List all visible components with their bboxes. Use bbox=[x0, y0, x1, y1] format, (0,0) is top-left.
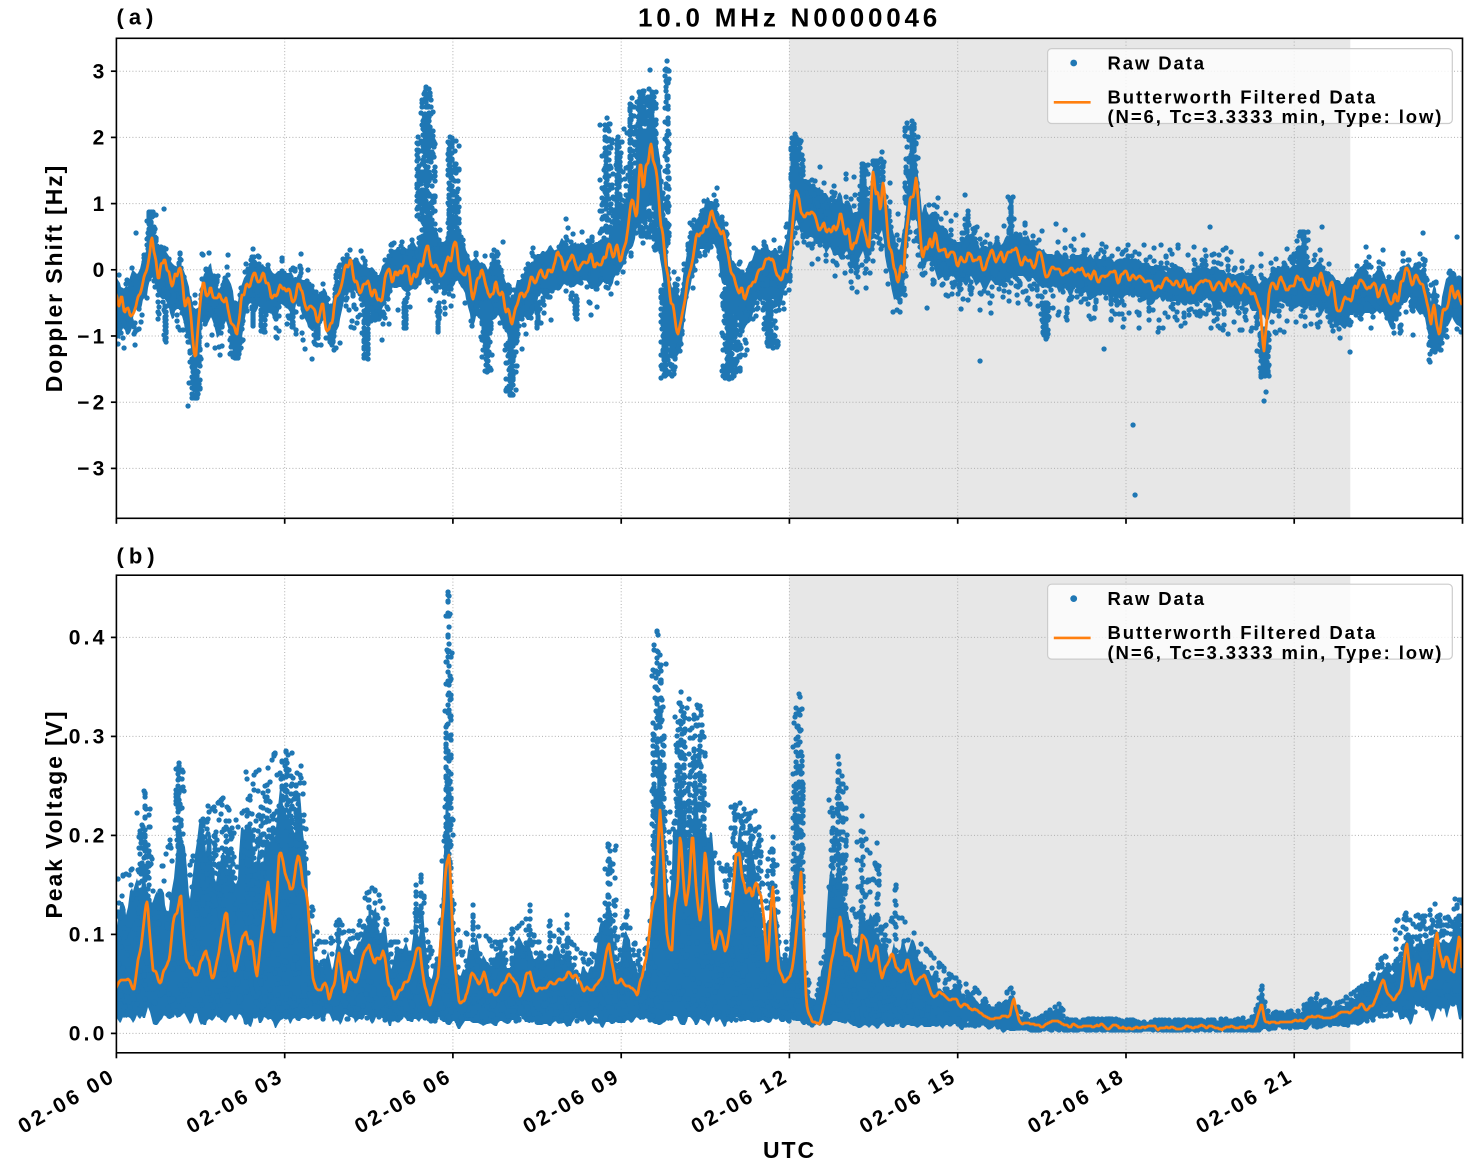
svg-text:Butterworth Filtered Data: Butterworth Filtered Data bbox=[1108, 86, 1378, 107]
svg-text:3: 3 bbox=[93, 61, 108, 84]
svg-text:Raw Data: Raw Data bbox=[1108, 588, 1206, 609]
svg-text:0.3: 0.3 bbox=[69, 726, 108, 749]
svg-text:1: 1 bbox=[93, 193, 108, 216]
svg-text:0.2: 0.2 bbox=[69, 825, 108, 848]
svg-text:−1: −1 bbox=[77, 325, 107, 348]
svg-text:(N=6, Tc=3.3333 min, Type: low: (N=6, Tc=3.3333 min, Type: low) bbox=[1108, 106, 1444, 127]
svg-text:−2: −2 bbox=[77, 392, 107, 415]
svg-text:Peak Voltage [V]: Peak Voltage [V] bbox=[41, 710, 67, 919]
svg-text:0: 0 bbox=[93, 259, 108, 282]
svg-text:2: 2 bbox=[93, 127, 108, 150]
svg-text:(a): (a) bbox=[117, 5, 159, 30]
svg-text:0.0: 0.0 bbox=[69, 1023, 108, 1046]
svg-text:0.1: 0.1 bbox=[69, 924, 108, 947]
svg-text:(b): (b) bbox=[117, 544, 160, 569]
svg-text:Doppler Shift [Hz]: Doppler Shift [Hz] bbox=[41, 164, 67, 392]
svg-text:10.0 MHz N0000046: 10.0 MHz N0000046 bbox=[638, 3, 941, 33]
svg-text:Raw Data: Raw Data bbox=[1108, 53, 1206, 74]
svg-text:−3: −3 bbox=[77, 458, 107, 481]
svg-text:(N=6, Tc=3.3333 min, Type: low: (N=6, Tc=3.3333 min, Type: low) bbox=[1108, 642, 1444, 663]
svg-text:UTC: UTC bbox=[763, 1137, 816, 1163]
svg-text:0.4: 0.4 bbox=[69, 627, 108, 650]
svg-text:Butterworth Filtered Data: Butterworth Filtered Data bbox=[1108, 622, 1378, 643]
